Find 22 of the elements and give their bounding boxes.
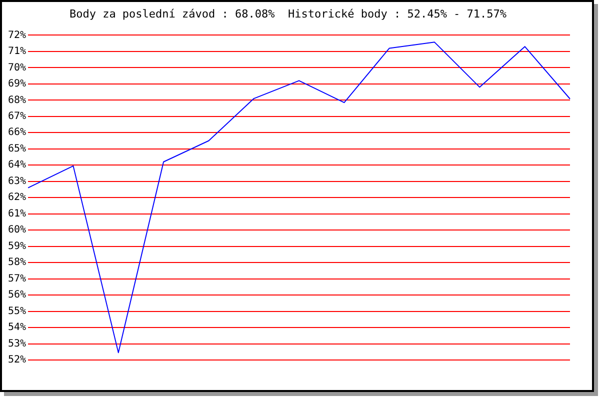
y-tick-label: 63% — [8, 176, 26, 187]
y-tick-label: 54% — [8, 322, 26, 334]
y-tick-label: 65% — [8, 143, 26, 154]
y-tick-label: 71% — [8, 46, 26, 58]
y-tick-label: 59% — [8, 240, 26, 252]
y-tick-label: 55% — [8, 306, 26, 317]
y-tick-label: 67% — [8, 110, 26, 122]
y-tick-label: 53% — [8, 338, 26, 350]
y-tick-label: 57% — [8, 273, 26, 284]
y-tick-label: 68% — [8, 94, 26, 106]
chart-title: Body za poslední závod : 68.08% Historické body : 52.45% - 71.57% — [69, 7, 507, 20]
y-tick-label: 69% — [8, 78, 26, 90]
y-tick-label: 62% — [8, 192, 26, 204]
y-tick-label: 61% — [8, 208, 26, 220]
y-tick-label: 72% — [8, 30, 26, 41]
y-tick-label: 56% — [8, 290, 26, 301]
y-tick-label: 64% — [8, 160, 26, 171]
y-tick-label: 70% — [8, 62, 26, 74]
y-tick-label: 58% — [8, 257, 26, 268]
y-tick-label: 52% — [8, 354, 26, 366]
y-tick-label: 60% — [8, 224, 26, 236]
y-tick-label: 66% — [8, 127, 26, 138]
